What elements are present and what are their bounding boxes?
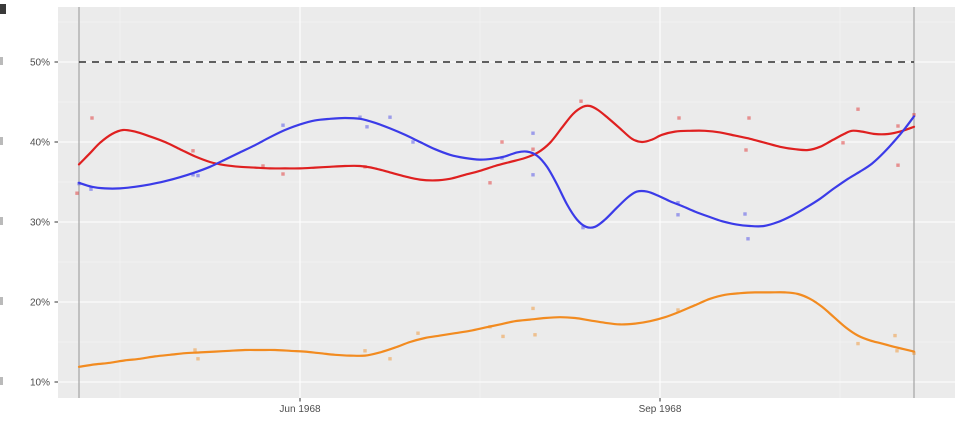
y-axis-tick-label: 50% [30, 58, 50, 69]
blue-candidate-poll-point [281, 123, 285, 127]
red-candidate-poll-point [896, 163, 900, 167]
blue-candidate-poll-point [358, 115, 362, 119]
orange-candidate-poll-point [856, 341, 860, 346]
blue-candidate-poll-point [676, 201, 680, 205]
left-edge-artifact [0, 4, 6, 14]
blue-candidate-poll-point [191, 173, 195, 177]
red-candidate-poll-point [912, 113, 916, 117]
red-candidate-poll-point [90, 116, 94, 120]
red-candidate-poll-point [191, 149, 195, 153]
red-candidate-poll-point [281, 172, 285, 176]
orange-candidate-trend-line [77, 291, 916, 368]
blue-candidate-poll-point [531, 173, 535, 177]
red-candidate-poll-point [744, 148, 748, 152]
plot-panel [58, 7, 955, 398]
y-axis-tick-label: 40% [30, 138, 50, 149]
blue-candidate-poll-point [196, 173, 200, 178]
left-edge-artifact [0, 57, 3, 65]
orange-candidate-poll-point [196, 357, 200, 361]
red-candidate-poll-point [75, 191, 79, 195]
y-axis-tick-label: 10% [30, 378, 50, 389]
orange-candidate-poll-point [388, 357, 392, 361]
x-axis-tick-label: Jun 1968 [279, 404, 321, 415]
red-candidate-poll-point [896, 124, 900, 128]
red-candidate-poll-point [856, 107, 860, 111]
left-edge-artifact [0, 377, 3, 385]
red-candidate-poll-point [488, 181, 492, 185]
red-candidate-poll-point [841, 141, 845, 145]
blue-candidate-poll-point [581, 225, 585, 230]
y-axis-tick-label: 30% [30, 218, 50, 229]
left-edge-artifact [0, 217, 3, 225]
orange-candidate-poll-point [363, 349, 367, 353]
red-candidate-poll-point [500, 140, 504, 144]
left-edge-artifact [0, 137, 3, 145]
orange-candidate-poll-point [533, 333, 537, 337]
orange-candidate-poll-point [416, 331, 420, 335]
red-candidate-poll-point [531, 147, 535, 151]
red-candidate-poll-point [261, 164, 265, 168]
orange-candidate-poll-point [912, 351, 916, 355]
red-candidate-poll-point [747, 116, 751, 120]
blue-candidate-poll-point [89, 187, 93, 191]
y-axis-tick-label: 20% [30, 298, 50, 309]
red-candidate-poll-point [579, 99, 583, 103]
blue-candidate-poll-point [411, 140, 415, 144]
orange-candidate-poll-point [895, 349, 899, 353]
orange-candidate-poll-point [676, 308, 680, 312]
left-edge-artifact [0, 297, 3, 305]
blue-candidate-poll-point [365, 125, 369, 129]
blue-candidate-poll-point [531, 131, 535, 135]
x-axis-tick-label: Sep 1968 [639, 404, 682, 415]
blue-candidate-poll-point [388, 115, 392, 119]
red-candidate-poll-point [677, 116, 681, 120]
blue-candidate-poll-point [746, 237, 750, 241]
blue-candidate-poll-point [743, 212, 747, 216]
blue-candidate-poll-point [676, 213, 680, 217]
orange-candidate-poll-point [531, 306, 535, 311]
orange-candidate-poll-point [193, 348, 197, 352]
blue-candidate-trend-line [77, 115, 916, 229]
orange-candidate-poll-point [501, 334, 505, 339]
orange-candidate-poll-point [893, 333, 897, 338]
